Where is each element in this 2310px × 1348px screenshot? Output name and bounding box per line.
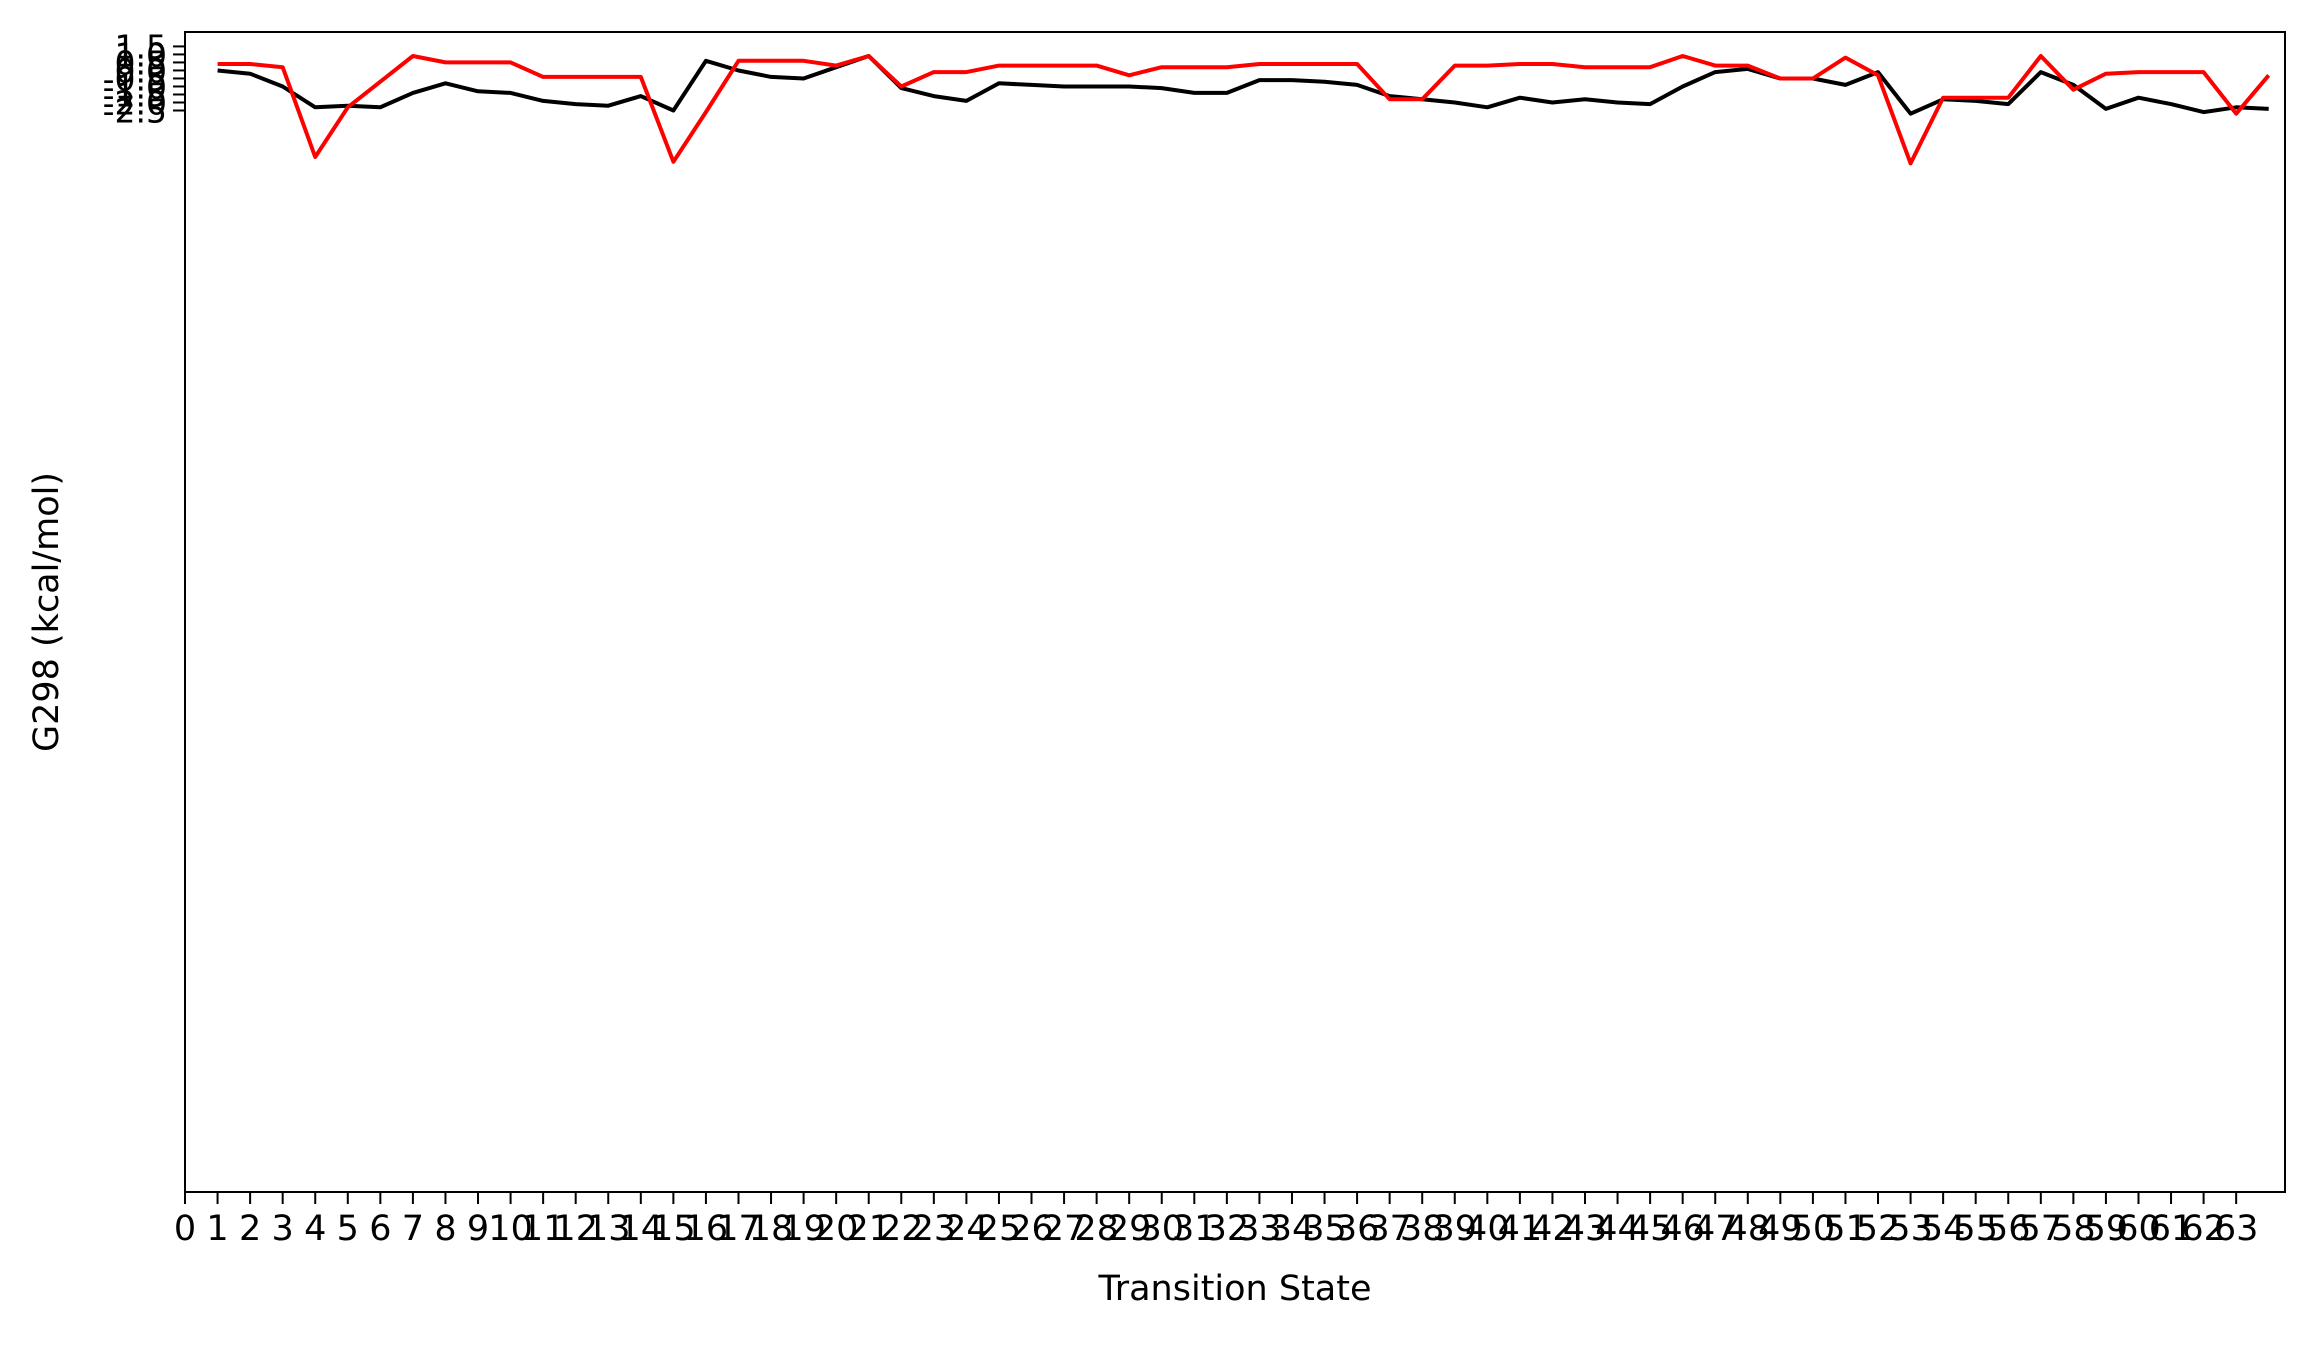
x-tick-label: 7	[402, 1209, 424, 1249]
x-tick-label: 40	[1465, 1209, 1510, 1249]
x-tick-label: 6	[369, 1209, 391, 1249]
y-tick-label: -2.5	[103, 92, 167, 131]
x-tick-label: 33	[1237, 1209, 1282, 1249]
x-tick-label: 30	[1139, 1209, 1184, 1249]
x-tick-label: 5	[337, 1209, 359, 1249]
x-tick-label: 48	[1726, 1209, 1771, 1249]
x-tick-label: 44	[1595, 1209, 1640, 1249]
x-tick-label: 62	[2181, 1209, 2226, 1249]
x-tick-label: 49	[1758, 1209, 1803, 1249]
x-tick-label: 28	[1074, 1209, 1119, 1249]
y-tick-label: 0.5	[115, 43, 167, 82]
x-tick-label: 1	[206, 1209, 228, 1249]
x-tick-label: 55	[1953, 1209, 1998, 1249]
series-line-red	[217, 54, 2271, 166]
x-tick-label: 53	[1888, 1209, 1933, 1249]
x-axis-label: Transition State	[1097, 1269, 1371, 1309]
x-tick-label: 35	[1302, 1209, 1347, 1249]
x-tick-label: 31	[1172, 1209, 1217, 1249]
x-tick-label: 20	[814, 1209, 859, 1249]
x-tick-label: 11	[521, 1209, 566, 1249]
y-axis-ticks: -2.5-2.0-1.5-1.0-0.50.00.51.01.5	[103, 27, 185, 131]
x-tick-label: 34	[1270, 1209, 1315, 1249]
x-tick-label: 38	[1400, 1209, 1445, 1249]
x-tick-label: 43	[1563, 1209, 1608, 1249]
plot-area	[217, 54, 2271, 166]
x-tick-label: 56	[1986, 1209, 2031, 1249]
x-tick-label: 32	[1205, 1209, 1250, 1249]
x-tick-label: 2	[239, 1209, 261, 1249]
y-tick-label: -0.5	[103, 59, 167, 98]
y-tick-label: 1.5	[115, 27, 167, 66]
x-tick-label: 27	[1042, 1209, 1087, 1249]
x-tick-label: 39	[1432, 1209, 1477, 1249]
x-tick-label: 61	[2149, 1209, 2194, 1249]
x-tick-label: 42	[1530, 1209, 1575, 1249]
x-tick-label: 4	[304, 1209, 326, 1249]
x-tick-label: 17	[716, 1209, 761, 1249]
x-tick-label: 3	[272, 1209, 294, 1249]
x-axis-ticks: 0 1 2 3 4 5 6 7 8 9 101112131415161718192021222324…	[174, 1192, 2259, 1249]
x-tick-label: 13	[586, 1209, 631, 1249]
x-tick-label: 9	[467, 1209, 489, 1249]
series-line-black	[217, 54, 2269, 116]
x-tick-label: 50	[1791, 1209, 1836, 1249]
x-tick-label: 37	[1367, 1209, 1412, 1249]
x-tick-label: 14	[619, 1209, 664, 1249]
x-tick-label: 60	[2116, 1209, 2161, 1249]
x-tick-label: 15	[651, 1209, 696, 1249]
x-tick-label: 10	[488, 1209, 533, 1249]
y-tick-label: 1.0	[115, 35, 167, 74]
y-tick-label: 0.0	[115, 51, 167, 90]
x-tick-label: 45	[1628, 1209, 1673, 1249]
x-tick-label: 22	[879, 1209, 924, 1249]
y-axis-label: G298 (kcal/mol)	[27, 472, 67, 752]
y-tick-label: -1.0	[103, 67, 167, 106]
x-tick-label: 8	[434, 1209, 456, 1249]
x-tick-label: 52	[1856, 1209, 1901, 1249]
x-tick-label: 25	[977, 1209, 1022, 1249]
x-tick-label: 16	[684, 1209, 729, 1249]
x-tick-label: 57	[2019, 1209, 2064, 1249]
y-tick-label: -1.5	[103, 75, 167, 114]
x-tick-label: 23	[912, 1209, 957, 1249]
x-tick-label: 18	[749, 1209, 794, 1249]
x-tick-label: 26	[1009, 1209, 1054, 1249]
x-tick-label: 63	[2214, 1209, 2259, 1249]
x-tick-label: 58	[2051, 1209, 2096, 1249]
x-tick-label: 21	[846, 1209, 891, 1249]
x-tick-label: 59	[2084, 1209, 2129, 1249]
x-tick-label: 36	[1335, 1209, 1380, 1249]
x-tick-label: 51	[1823, 1209, 1868, 1249]
x-tick-label: 41	[1498, 1209, 1543, 1249]
x-tick-label: 12	[553, 1209, 598, 1249]
x-tick-label: 19	[781, 1209, 826, 1249]
axes-frame	[184, 31, 2286, 1193]
x-tick-label: 46	[1660, 1209, 1705, 1249]
x-tick-label: 54	[1921, 1209, 1966, 1249]
x-tick-label: 29	[1107, 1209, 1152, 1249]
x-tick-label: 0	[174, 1209, 196, 1249]
y-tick-label: -2.0	[103, 83, 167, 122]
x-tick-label: 47	[1693, 1209, 1738, 1249]
x-tick-label: 24	[944, 1209, 989, 1249]
